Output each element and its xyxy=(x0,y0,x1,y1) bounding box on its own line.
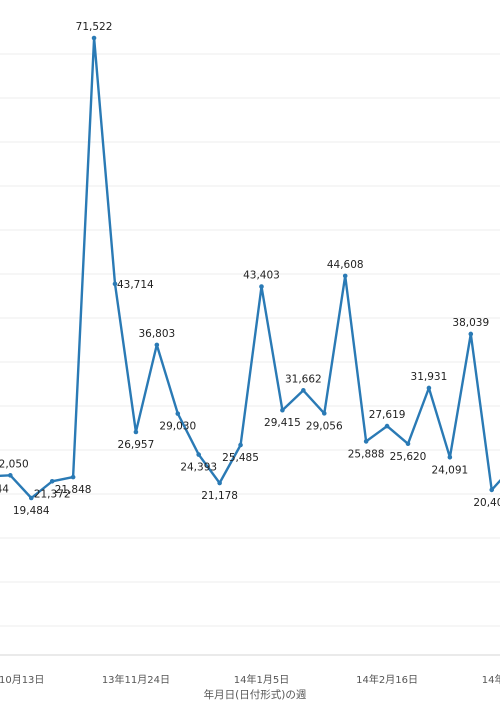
data-label-0: …44 xyxy=(0,483,9,495)
data-label-18: 25,888 xyxy=(348,448,385,460)
data-label-14: 29,415 xyxy=(264,417,301,429)
data-label-13: 43,403 xyxy=(243,270,280,282)
data-label-2: 19,484 xyxy=(13,505,50,517)
data-label-15: 31,662 xyxy=(285,373,322,385)
data-point-22 xyxy=(447,454,453,460)
data-label-5: 71,522 xyxy=(76,21,113,33)
data-point-12 xyxy=(238,442,243,448)
gridlines xyxy=(0,53,500,627)
x-tick-label-4: 14年3月30日 xyxy=(482,673,500,686)
data-point-19 xyxy=(384,423,390,429)
data-point-6 xyxy=(112,281,118,287)
data-label-22: 24,091 xyxy=(431,464,468,476)
data-label-12: 25,485 xyxy=(222,452,259,464)
data-label-16: 29,056 xyxy=(306,420,343,432)
data-point-5 xyxy=(91,35,97,41)
data-label-10: 24,393 xyxy=(180,462,217,474)
data-points xyxy=(8,35,495,501)
x-axis-ticks: 13年10月13日 13年11月24日 14年1月5日 14年2月16日 14年3月30… xyxy=(0,673,500,686)
data-label-4: 21,848 xyxy=(55,484,92,496)
series-line xyxy=(0,36,500,500)
data-point-24 xyxy=(489,487,495,493)
data-point-23 xyxy=(468,331,474,337)
data-point-14 xyxy=(280,407,285,413)
data-label-1: 22,050 xyxy=(0,458,29,470)
data-point-20 xyxy=(405,441,411,447)
data-point-8 xyxy=(154,342,160,348)
data-point-4 xyxy=(70,474,76,480)
data-label-9: 29,030 xyxy=(159,421,196,433)
data-point-9 xyxy=(175,411,181,416)
data-label-21: 31,931 xyxy=(411,371,448,383)
data-label-3: 21,372 xyxy=(34,488,71,500)
data-point-7 xyxy=(133,429,139,435)
data-label-6: 43,714 xyxy=(117,279,154,291)
data-point-1 xyxy=(8,473,13,478)
data-label-23: 38,039 xyxy=(452,317,489,329)
data-point-18 xyxy=(363,439,369,444)
data-label-11: 21,178 xyxy=(201,490,238,502)
data-label-17: 44,608 xyxy=(327,259,364,271)
data-point-3 xyxy=(49,479,55,484)
data-point-2 xyxy=(28,495,34,501)
data-label-19: 27,619 xyxy=(369,409,406,421)
x-tick-label-0: 13年10月13日 xyxy=(0,673,44,686)
x-axis-title: 年月日(日付形式)の週 xyxy=(204,688,307,701)
data-label-20: 25,620 xyxy=(390,451,427,463)
data-point-15 xyxy=(301,388,306,393)
data-point-21 xyxy=(426,385,432,391)
data-point-17 xyxy=(342,273,348,279)
data-point-16 xyxy=(321,411,327,416)
data-point-13 xyxy=(259,284,264,289)
data-label-24: 20,401 xyxy=(473,497,500,509)
x-tick-label-2: 14年1月5日 xyxy=(234,673,289,686)
x-tick-label-3: 14年2月16日 xyxy=(356,673,418,686)
x-tick-label-1: 13年11月24日 xyxy=(102,673,170,686)
data-point-11 xyxy=(217,480,222,486)
data-label-8: 36,803 xyxy=(138,328,175,340)
data-point-10 xyxy=(196,452,201,457)
data-label-7: 26,957 xyxy=(118,439,155,451)
